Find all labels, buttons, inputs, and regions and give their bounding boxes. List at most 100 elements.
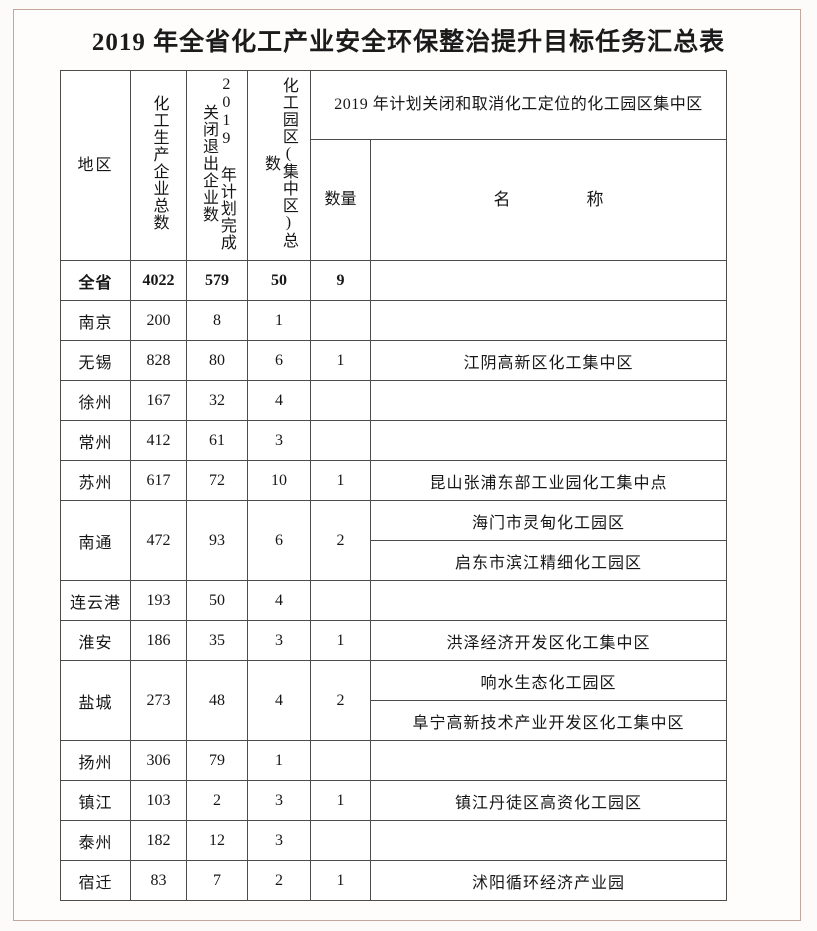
cell-quantity bbox=[310, 740, 371, 781]
cell-enterprise-total: 193 bbox=[130, 580, 187, 621]
cell-park-total: 50 bbox=[247, 260, 311, 301]
cell-park-total: 3 bbox=[247, 780, 311, 821]
cell-region: 扬州 bbox=[60, 740, 131, 781]
cell-quantity: 2 bbox=[310, 500, 371, 581]
cell-region: 徐州 bbox=[60, 380, 131, 421]
cell-enterprise-total: 273 bbox=[130, 660, 187, 741]
cell-region: 淮安 bbox=[60, 620, 131, 661]
cell-quantity bbox=[310, 420, 371, 461]
table-row: 阜宁高新技术产业开发区化工集中区 bbox=[61, 700, 728, 741]
cell-quantity: 2 bbox=[310, 660, 371, 741]
table-row: 苏州 617 72 10 1 昆山张浦东部工业园化工集中点 bbox=[60, 460, 728, 501]
cell-planned-closure: 8 bbox=[186, 300, 248, 341]
table-body: 全省 4022 579 50 9 南京 200 8 1 无锡 828 80 6 1 江阴高新区化工集中区 徐州… bbox=[60, 260, 728, 901]
col-header-region-label: 地区 bbox=[77, 156, 114, 174]
col-header-planned-closure-label: 2019 年计划完成关闭退出企业数 bbox=[200, 75, 235, 251]
col-header-park-total-label: 化工园区(集中区)总数 bbox=[262, 77, 297, 250]
col-header-quantity-label: 数量 bbox=[324, 191, 357, 209]
cell-park-name bbox=[369, 380, 728, 421]
table-row: 徐州 167 32 4 bbox=[60, 380, 728, 421]
cell-quantity: 1 bbox=[310, 780, 371, 821]
cell-park-name bbox=[369, 420, 728, 461]
cell-enterprise-total: 306 bbox=[130, 740, 187, 781]
cell-quantity: 1 bbox=[310, 860, 371, 901]
cell-quantity bbox=[310, 300, 371, 341]
cell-planned-closure: 7 bbox=[186, 860, 248, 901]
page-title: 2019 年全省化工产业安全环保整治提升目标任务汇总表 bbox=[91, 29, 726, 56]
cell-enterprise-total: 200 bbox=[130, 300, 187, 341]
cell-park-name bbox=[369, 300, 728, 341]
cell-park-name: 镇江丹徒区高资化工园区 bbox=[369, 780, 728, 821]
table-header: 地区 化工生产企业总数 2019 年计划完成关闭退出企业数 化工园区(集中区)总… bbox=[60, 70, 728, 261]
cell-park-total: 3 bbox=[247, 620, 311, 661]
summary-table: 地区 化工生产企业总数 2019 年计划完成关闭退出企业数 化工园区(集中区)总… bbox=[60, 70, 728, 901]
cell-planned-closure: 48 bbox=[186, 660, 248, 741]
cell-quantity: 1 bbox=[310, 460, 371, 501]
col-header-name: 名 称 bbox=[369, 139, 728, 261]
cell-enterprise-total: 412 bbox=[130, 420, 187, 461]
cell-park-name: 海门市灵甸化工园区 bbox=[369, 500, 728, 541]
cell-region: 苏州 bbox=[60, 460, 131, 501]
cell-park-total: 1 bbox=[247, 740, 311, 781]
cell-park-name: 昆山张浦东部工业园化工集中点 bbox=[369, 460, 728, 501]
table-row: 淮安 186 35 3 1 洪泽经济开发区化工集中区 bbox=[60, 620, 728, 661]
cell-planned-closure: 61 bbox=[186, 420, 248, 461]
cell-park-name: 响水生态化工园区 bbox=[369, 660, 728, 701]
cell-region: 无锡 bbox=[60, 340, 131, 381]
cell-enterprise-total: 83 bbox=[130, 860, 187, 901]
cell-region: 全省 bbox=[60, 260, 131, 301]
cell-planned-closure: 50 bbox=[186, 580, 248, 621]
cell-planned-closure: 80 bbox=[186, 340, 248, 381]
cell-region: 盐城 bbox=[60, 660, 131, 741]
table-row: 无锡 828 80 6 1 江阴高新区化工集中区 bbox=[60, 340, 728, 381]
summary-table-container: 地区 化工生产企业总数 2019 年计划完成关闭退出企业数 化工园区(集中区)总… bbox=[60, 70, 728, 901]
table-header-row-top: 地区 化工生产企业总数 2019 年计划完成关闭退出企业数 化工园区(集中区)总… bbox=[60, 70, 728, 261]
cell-quantity: 1 bbox=[310, 620, 371, 661]
table-row: 扬州 306 79 1 bbox=[60, 740, 728, 781]
table-row: 常州 412 61 3 bbox=[60, 420, 728, 461]
cell-park-name bbox=[369, 580, 728, 621]
cell-park-total: 4 bbox=[247, 380, 311, 421]
col-header-planned-closure: 2019 年计划完成关闭退出企业数 bbox=[186, 70, 248, 261]
cell-region: 连云港 bbox=[60, 580, 131, 621]
cell-park-name bbox=[369, 260, 728, 301]
table-row: 南京 200 8 1 bbox=[60, 300, 728, 341]
cell-region: 南京 bbox=[60, 300, 131, 341]
cell-park-total: 2 bbox=[247, 860, 311, 901]
cell-enterprise-total: 186 bbox=[130, 620, 187, 661]
cell-planned-closure: 12 bbox=[186, 820, 248, 861]
cell-park-name: 沭阳循环经济产业园 bbox=[369, 860, 728, 901]
col-header-enterprise-total: 化工生产企业总数 bbox=[130, 70, 187, 261]
cell-planned-closure: 35 bbox=[186, 620, 248, 661]
cell-park-name: 阜宁高新技术产业开发区化工集中区 bbox=[369, 700, 728, 741]
cell-park-total: 1 bbox=[247, 300, 311, 341]
table-row: 宿迁 83 7 2 1 沭阳循环经济产业园 bbox=[60, 860, 728, 901]
table-row: 连云港 193 50 4 bbox=[60, 580, 728, 621]
cell-quantity: 9 bbox=[310, 260, 371, 301]
cell-park-name bbox=[369, 740, 728, 781]
col-header-group-label: 2019 年计划关闭和取消化工定位的化工园区集中区 bbox=[334, 96, 703, 114]
cell-region: 宿迁 bbox=[60, 860, 131, 901]
cell-region: 镇江 bbox=[60, 780, 131, 821]
cell-park-total: 6 bbox=[247, 500, 311, 581]
cell-planned-closure: 579 bbox=[186, 260, 248, 301]
col-header-region: 地区 bbox=[60, 70, 131, 261]
cell-planned-closure: 93 bbox=[186, 500, 248, 581]
cell-region: 泰州 bbox=[60, 820, 131, 861]
cell-park-name: 洪泽经济开发区化工集中区 bbox=[369, 620, 728, 661]
cell-region: 南通 bbox=[60, 500, 131, 581]
cell-quantity bbox=[310, 820, 371, 861]
cell-park-total: 3 bbox=[247, 420, 311, 461]
table-row: 泰州 182 12 3 bbox=[60, 820, 728, 861]
col-header-quantity: 数量 bbox=[310, 139, 371, 261]
cell-planned-closure: 79 bbox=[186, 740, 248, 781]
col-header-park-total: 化工园区(集中区)总数 bbox=[247, 70, 311, 261]
cell-quantity bbox=[310, 580, 371, 621]
cell-park-total: 3 bbox=[247, 820, 311, 861]
cell-planned-closure: 32 bbox=[186, 380, 248, 421]
cell-quantity bbox=[310, 380, 371, 421]
cell-park-name bbox=[369, 820, 728, 861]
cell-enterprise-total: 472 bbox=[130, 500, 187, 581]
col-header-enterprise-total-label: 化工生产企业总数 bbox=[150, 95, 168, 232]
